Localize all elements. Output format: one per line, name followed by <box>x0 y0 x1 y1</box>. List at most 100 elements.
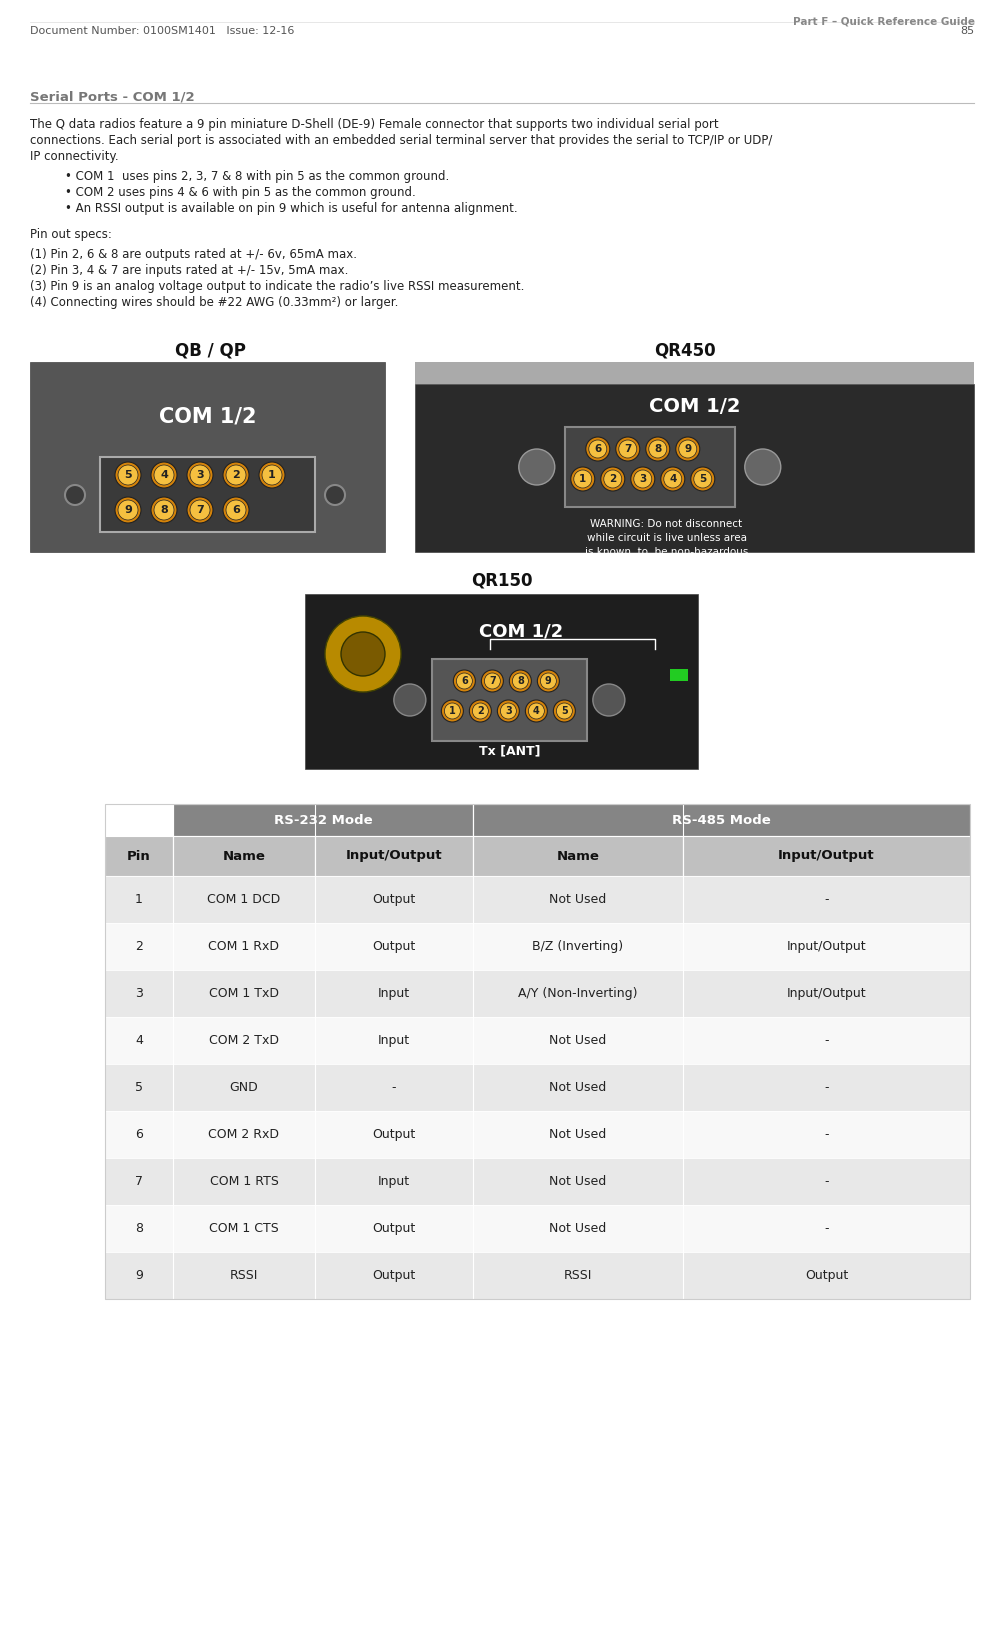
Text: 1: 1 <box>268 470 276 479</box>
Text: QB / QP: QB / QP <box>175 342 245 360</box>
Circle shape <box>226 465 246 484</box>
Text: WARNING: Do not disconnect
while circuit is live unless area
is known  to  be no: WARNING: Do not disconnect while circuit… <box>585 519 747 556</box>
Text: Output: Output <box>372 1127 415 1140</box>
Text: The Q data radios feature a 9 pin miniature D-Shell (DE-9) Female connector that: The Q data radios feature a 9 pin miniat… <box>30 118 718 131</box>
Bar <box>30 362 384 551</box>
Text: (3) Pin 9 is an analog voltage output to indicate the radio’s live RSSI measurem: (3) Pin 9 is an analog voltage output to… <box>30 280 524 293</box>
Circle shape <box>441 700 463 721</box>
Circle shape <box>115 461 140 488</box>
Circle shape <box>693 470 711 488</box>
Text: Name: Name <box>223 849 265 862</box>
Bar <box>431 659 587 741</box>
Circle shape <box>496 700 519 721</box>
Circle shape <box>519 448 555 484</box>
Bar <box>472 836 682 875</box>
Text: COM 2 TxD: COM 2 TxD <box>209 1034 279 1047</box>
Text: (2) Pin 3, 4 & 7 are inputs rated at +/- 15v, 5mA max.: (2) Pin 3, 4 & 7 are inputs rated at +/-… <box>30 263 348 276</box>
Circle shape <box>600 466 624 491</box>
Text: Part F – Quick Reference Guide: Part F – Quick Reference Guide <box>792 16 974 26</box>
Circle shape <box>190 465 210 484</box>
Text: IP connectivity.: IP connectivity. <box>30 151 118 164</box>
Text: Not Used: Not Used <box>549 1222 606 1235</box>
Text: A/Y (Non-Inverting): A/Y (Non-Inverting) <box>518 987 637 1000</box>
Text: 6: 6 <box>460 676 467 685</box>
Text: 7: 7 <box>196 506 204 515</box>
Text: Input/Output: Input/Output <box>786 941 866 954</box>
Bar <box>105 836 173 875</box>
Text: B/Z (Inverting): B/Z (Inverting) <box>532 941 623 954</box>
Circle shape <box>259 461 285 488</box>
Circle shape <box>592 684 624 717</box>
Text: 8: 8 <box>517 676 524 685</box>
Circle shape <box>456 672 471 689</box>
Bar <box>472 803 969 836</box>
Text: 6: 6 <box>594 443 601 455</box>
Text: -: - <box>823 1081 827 1094</box>
Circle shape <box>341 631 384 676</box>
Text: 3: 3 <box>505 707 512 717</box>
Text: 5: 5 <box>561 707 567 717</box>
Text: COM 1 RTS: COM 1 RTS <box>210 1175 278 1188</box>
Text: 1: 1 <box>448 707 455 717</box>
Text: RSSI: RSSI <box>230 1270 258 1283</box>
Circle shape <box>571 466 594 491</box>
Circle shape <box>615 437 639 461</box>
Circle shape <box>226 501 246 520</box>
Circle shape <box>553 700 575 721</box>
Text: Tx [ANT]: Tx [ANT] <box>478 744 540 757</box>
Text: 8: 8 <box>159 506 168 515</box>
Circle shape <box>630 466 654 491</box>
Text: COM 1 RxD: COM 1 RxD <box>209 941 279 954</box>
Text: Output: Output <box>372 941 415 954</box>
Text: 6: 6 <box>135 1127 142 1140</box>
Text: 9: 9 <box>135 1270 142 1283</box>
Text: 3: 3 <box>639 474 646 484</box>
Text: 4: 4 <box>159 470 168 479</box>
Circle shape <box>645 437 669 461</box>
Text: 8: 8 <box>134 1222 142 1235</box>
Bar <box>105 803 173 836</box>
Circle shape <box>678 440 696 458</box>
Text: 3: 3 <box>135 987 142 1000</box>
Text: Pin: Pin <box>127 849 150 862</box>
Circle shape <box>480 671 503 692</box>
Text: QR450: QR450 <box>654 342 715 360</box>
Text: 4: 4 <box>668 474 676 484</box>
Circle shape <box>499 703 516 718</box>
Text: COM 1 TxD: COM 1 TxD <box>209 987 279 1000</box>
Bar <box>105 1018 969 1063</box>
Bar <box>414 384 973 551</box>
Bar <box>105 1158 969 1206</box>
Bar <box>669 669 687 681</box>
Circle shape <box>118 501 137 520</box>
Text: RS-232 Mode: RS-232 Mode <box>274 813 372 826</box>
Circle shape <box>573 470 591 488</box>
Circle shape <box>150 497 177 524</box>
Text: -: - <box>823 1034 827 1047</box>
Text: 5: 5 <box>698 474 706 484</box>
Text: COM 1 DCD: COM 1 DCD <box>208 893 281 906</box>
Text: Input: Input <box>377 1175 409 1188</box>
Bar <box>105 875 969 923</box>
Text: 9: 9 <box>124 506 131 515</box>
Circle shape <box>65 484 85 506</box>
Text: 5: 5 <box>124 470 131 479</box>
Bar <box>105 970 969 1018</box>
Circle shape <box>744 448 780 484</box>
Text: 6: 6 <box>232 506 240 515</box>
Bar <box>682 836 969 875</box>
Circle shape <box>483 672 499 689</box>
Text: Not Used: Not Used <box>549 1127 606 1140</box>
Text: • An RSSI output is available on pin 9 which is useful for antenna alignment.: • An RSSI output is available on pin 9 w… <box>65 201 518 214</box>
Circle shape <box>153 501 174 520</box>
Circle shape <box>618 440 636 458</box>
Text: Output: Output <box>372 1270 415 1283</box>
Bar <box>105 923 969 970</box>
Text: Input: Input <box>377 1034 409 1047</box>
Circle shape <box>675 437 699 461</box>
Circle shape <box>648 440 666 458</box>
Text: RSSI: RSSI <box>564 1270 592 1283</box>
Text: Not Used: Not Used <box>549 1081 606 1094</box>
Text: COM 1/2: COM 1/2 <box>478 622 563 640</box>
Bar <box>105 803 969 1299</box>
